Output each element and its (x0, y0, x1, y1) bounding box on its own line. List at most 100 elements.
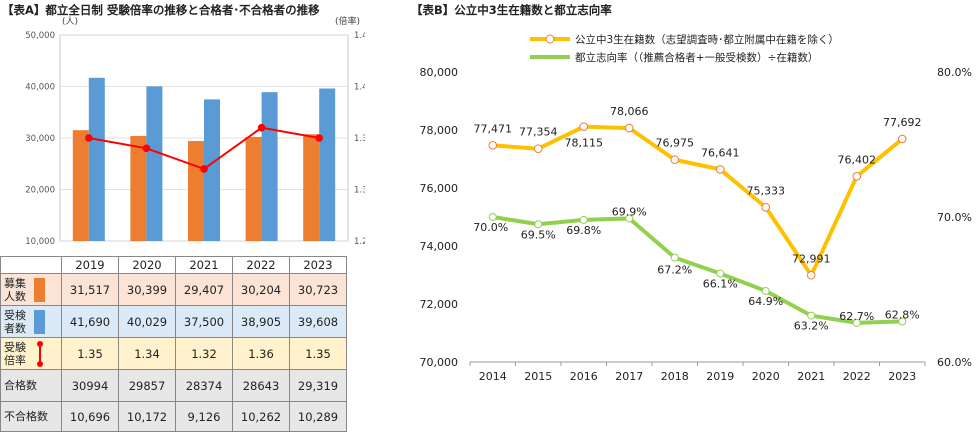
ratio-line (492, 215, 903, 325)
enrollment-marker (670, 155, 680, 165)
table-corner (0, 256, 62, 274)
table-cell: 30,399 (118, 273, 176, 306)
y-left-tick-label: 72,000 (420, 298, 459, 311)
ratio-data-label: 67.2% (657, 264, 692, 277)
bar-boshu (245, 136, 262, 241)
y-left-tick-label: 50,000 (25, 31, 55, 41)
row-label: 合格数 (0, 369, 62, 402)
y-left-tick-label: 40,000 (25, 83, 55, 93)
chart-a-right-unit: (倍率) (335, 15, 360, 27)
bar-juken (261, 92, 278, 241)
chart-b: 公立中3生在籍数（志望調査時･都立附属中在籍を除く） 都立志向率（（推薦合格者+… (420, 33, 972, 383)
table-cell: 28643 (232, 369, 290, 402)
table-row-bairitsu: 受験 倍率 1.35 1.34 1.32 1.36 1.35 (0, 337, 347, 370)
ratio-data-label: 70.0% (473, 221, 508, 234)
table-year-header: 2023 (289, 256, 347, 274)
ratio-data-label: 62.8% (885, 308, 920, 321)
row-label-line2: 倍率 (4, 353, 26, 367)
x-tick-label: 2016 (570, 370, 598, 383)
x-tick-label: 2017 (615, 370, 643, 383)
enrollment-data-label: 76,975 (656, 137, 695, 150)
y-right-tick-label: 1.45 (354, 31, 365, 41)
y-right-tick-label: 1.3 (354, 186, 365, 196)
ratio-marker (670, 253, 679, 262)
legend-label-ratio: 都立志向率（（推薦合格者+一般受検数）÷在籍数） (575, 51, 818, 64)
ratio-marker (625, 214, 634, 223)
blue-bar-key (33, 309, 45, 334)
y-left-tick-label: 80,000 (420, 66, 459, 79)
enrollment-marker (761, 203, 771, 212)
table-cell: 37,500 (175, 305, 233, 338)
y-right-tick-label: 80.0% (937, 66, 972, 79)
row-label-line1: 受検 (4, 308, 26, 322)
bar-boshu (130, 135, 147, 241)
table-cell: 39,608 (289, 305, 347, 338)
chart-b-data-labels: 77,471 77,354 78,115 78,066 76,975 76,641 75,3… (473, 105, 921, 333)
bar-juken (319, 88, 336, 241)
x-tick-label: 2022 (843, 370, 871, 383)
bar-boshu (72, 130, 89, 241)
y-right-tick-label: 1.25 (354, 237, 365, 247)
bar-juken (146, 86, 163, 241)
ratio-data-label: 63.2% (794, 320, 829, 333)
table-header-row: 2019 2020 2021 2022 2023 (0, 256, 347, 274)
y-left-tick-label: 20,000 (25, 186, 55, 196)
y-right-tick-label: 60.0% (937, 356, 972, 369)
table-year-header: 2020 (118, 256, 176, 274)
chart-a-bars (72, 77, 336, 241)
y-right-tick-label: 1.4 (354, 83, 365, 93)
table-cell: 29857 (118, 369, 176, 402)
table-year-header: 2022 (232, 256, 290, 274)
x-tick-label: 2019 (706, 370, 734, 383)
table-row-gokaku: 合格数 30994 29857 28374 28643 29,319 (0, 369, 347, 402)
bar-juken (88, 77, 105, 241)
row-label-line2: 人数 (4, 289, 26, 303)
bairitsu-marker (315, 134, 324, 142)
x-tick-label: 2018 (661, 370, 689, 383)
table-cell: 31,517 (61, 273, 119, 306)
table-cell: 10,172 (118, 401, 176, 432)
enrollment-data-label: 78,115 (565, 137, 604, 150)
y-left-tick-label: 70,000 (420, 356, 459, 369)
chart-a: 10,000 20,000 30,000 40,000 50,000 1.25 1.3 1.3… (25, 15, 365, 247)
bairitsu-marker (142, 144, 151, 153)
table-cell: 29,319 (289, 369, 347, 402)
y-right-tick-label: 70.0% (937, 211, 972, 224)
red-line-key (36, 340, 43, 367)
legend-marker-enrollment (545, 34, 555, 44)
ratio-data-label: 62.7% (839, 310, 874, 323)
enrollment-data-label: 77,692 (883, 116, 922, 129)
table-cell: 1.34 (118, 337, 176, 370)
legend: 公立中3生在籍数（志望調査時･都立附属中在籍を除く） 都立志向率（（推薦合格者+… (530, 33, 839, 64)
enrollment-marker (897, 134, 907, 144)
table-cell: 30,723 (289, 273, 347, 306)
row-label: 募集 人数 (0, 273, 62, 306)
ratio-marker (852, 318, 861, 327)
legend-label-enrollment: 公立中3生在籍数（志望調査時･都立附属中在籍を除く） (575, 33, 839, 46)
table-cell: 40,029 (118, 305, 176, 338)
x-tick-label: 2021 (797, 370, 825, 383)
table-row-juken: 受検 者数 41,690 40,029 37,500 38,905 39,608 (0, 305, 347, 338)
table-cell: 1.35 (61, 337, 119, 370)
bairitsu-marker (257, 123, 266, 132)
ratio-marker (761, 286, 770, 295)
ratio-marker (488, 213, 497, 221)
ratio-data-label: 69.9% (612, 205, 647, 218)
table-cell: 10,262 (232, 401, 290, 432)
chart-b-axes: 70,000 72,000 74,000 76,000 78,000 80,000 60.0… (420, 66, 972, 383)
enrollment-line (492, 124, 904, 280)
chart-a-line (85, 123, 324, 173)
y-left-tick-label: 74,000 (420, 240, 459, 253)
panel-b-title: 【表B】公立中3生在籍数と都立志向率 (411, 3, 612, 17)
table-year-header: 2021 (175, 256, 233, 274)
table-cell: 1.32 (175, 337, 233, 370)
enrollment-marker (579, 122, 589, 131)
y-left-tick-label: 30,000 (25, 134, 55, 144)
table-cell: 29,407 (175, 273, 233, 306)
panel-b: 【表B】公立中3生在籍数と都立志向率 公立中3生在籍数（志望調査時･都立附属中在… (395, 0, 980, 442)
table-cell: 41,690 (61, 305, 119, 338)
ratio-data-label: 69.5% (521, 228, 556, 241)
ratio-marker (716, 269, 725, 278)
y-left-tick-label: 10,000 (25, 237, 55, 247)
table-row-boshu: 募集 人数 31,517 30,399 29,407 30,204 30,723 (0, 273, 347, 306)
